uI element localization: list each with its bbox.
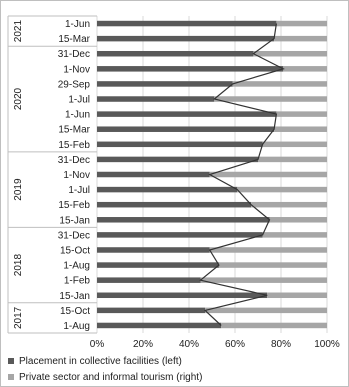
category-label: 15-Jan bbox=[59, 291, 90, 302]
bar-collective-facilities bbox=[97, 81, 233, 87]
x-tick-label: 0% bbox=[90, 339, 105, 350]
legend-label: Placement in collective facilities (left… bbox=[19, 356, 182, 367]
bar-collective-facilities bbox=[97, 35, 275, 42]
bar-private-sector bbox=[200, 277, 327, 283]
bar-collective-facilities bbox=[97, 156, 258, 163]
year-label: 2017 bbox=[13, 306, 24, 329]
bar-private-sector bbox=[214, 96, 327, 102]
boundary-line bbox=[199, 23, 285, 326]
bar-collective-facilities bbox=[97, 217, 270, 223]
bar-private-sector bbox=[232, 81, 327, 87]
category-label: 31-Dec bbox=[58, 49, 90, 60]
x-tick-label: 80% bbox=[271, 339, 291, 350]
bar-private-sector bbox=[267, 292, 327, 299]
category-label: 15-Jan bbox=[59, 215, 90, 226]
category-labels: 1-Jun 15-Mar 31-Dec 1-Nov 29-Sep 1-Jul 1-Jun 15… bbox=[58, 19, 91, 332]
bar-private-sector bbox=[251, 201, 327, 208]
bar-collective-facilities bbox=[97, 307, 206, 314]
bar-collective-facilities bbox=[97, 20, 277, 27]
bar-private-sector bbox=[262, 141, 327, 148]
year-label: 2018 bbox=[13, 254, 24, 277]
bar-collective-facilities bbox=[97, 66, 284, 72]
category-label: 1-Aug bbox=[63, 321, 90, 332]
bar-private-sector bbox=[237, 186, 327, 193]
bar-collective-facilities bbox=[97, 262, 219, 268]
bars-layer bbox=[97, 20, 327, 329]
bar-private-sector bbox=[209, 247, 327, 253]
bar-private-sector bbox=[209, 171, 327, 178]
bar-private-sector bbox=[253, 50, 327, 57]
category-label: 15-Feb bbox=[58, 200, 90, 211]
bar-collective-facilities bbox=[97, 111, 277, 117]
bar-collective-facilities bbox=[97, 322, 222, 329]
bar-collective-facilities bbox=[97, 232, 263, 238]
category-label: 15-Feb bbox=[58, 140, 90, 151]
category-label: 1-Jul bbox=[68, 185, 90, 196]
category-label: 1-Jul bbox=[68, 95, 90, 106]
bar-private-sector bbox=[276, 20, 327, 27]
category-label: 1-Aug bbox=[63, 261, 90, 272]
bar-private-sector bbox=[205, 307, 327, 314]
year-label: 2021 bbox=[13, 20, 24, 43]
year-label: 2019 bbox=[13, 178, 24, 201]
bar-collective-facilities bbox=[97, 126, 275, 132]
bar-collective-facilities bbox=[97, 201, 252, 208]
category-label: 31-Dec bbox=[58, 230, 90, 241]
legend-swatch bbox=[8, 374, 14, 380]
category-label: 1-Jun bbox=[65, 19, 90, 30]
bar-collective-facilities bbox=[97, 50, 254, 57]
x-tick-label: 60% bbox=[225, 339, 245, 350]
category-label: 15-Oct bbox=[60, 245, 90, 256]
category-label: 1-Feb bbox=[64, 276, 91, 287]
bar-private-sector bbox=[221, 322, 327, 329]
bar-collective-facilities bbox=[97, 292, 268, 299]
category-label: 1-Nov bbox=[63, 64, 90, 75]
trend-line-layer bbox=[199, 23, 285, 326]
bar-collective-facilities bbox=[97, 247, 210, 253]
legend-swatch bbox=[8, 358, 14, 364]
bar-private-sector bbox=[274, 126, 327, 132]
bar-private-sector bbox=[269, 217, 327, 223]
category-label: 31-Dec bbox=[58, 155, 90, 166]
category-label: 1-Jun bbox=[65, 110, 90, 121]
year-label: 2020 bbox=[13, 87, 24, 110]
category-label: 1-Nov bbox=[63, 170, 90, 181]
bar-collective-facilities bbox=[97, 96, 215, 102]
bar-private-sector bbox=[274, 35, 327, 42]
bar-private-sector bbox=[283, 66, 327, 72]
x-tick-label: 20% bbox=[133, 339, 153, 350]
bar-private-sector bbox=[262, 232, 327, 238]
legend: Placement in collective facilities (left… bbox=[8, 356, 202, 383]
x-axis-ticks: 0% 20% 40% 60% 80% 100% bbox=[90, 339, 340, 350]
legend-label: Private sector and informal tourism (rig… bbox=[19, 372, 202, 383]
category-label: 29-Sep bbox=[58, 79, 91, 90]
category-label: 15-Mar bbox=[58, 125, 90, 136]
bar-collective-facilities bbox=[97, 277, 201, 283]
bar-private-sector bbox=[258, 156, 327, 163]
category-label: 15-Oct bbox=[60, 306, 90, 317]
x-tick-label: 100% bbox=[314, 339, 340, 350]
x-tick-label: 40% bbox=[179, 339, 199, 350]
category-label: 15-Mar bbox=[58, 34, 90, 45]
bar-private-sector bbox=[218, 262, 327, 268]
bar-private-sector bbox=[276, 111, 327, 117]
bar-collective-facilities bbox=[97, 186, 238, 193]
bar-collective-facilities bbox=[97, 141, 263, 148]
bar-collective-facilities bbox=[97, 171, 210, 178]
year-group-labels: 2021 2020 2019 2018 2017 bbox=[7, 15, 97, 334]
